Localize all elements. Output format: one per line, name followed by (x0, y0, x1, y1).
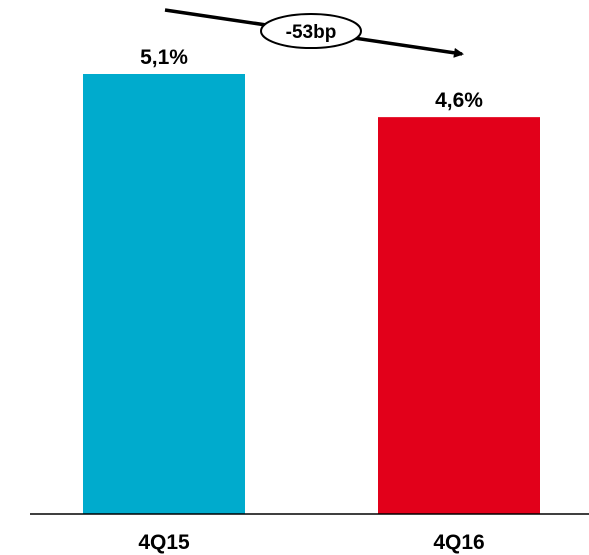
labels-group: 5,1% 4Q15 4,6% 4Q16 (138, 46, 484, 554)
bar-4q15 (83, 74, 245, 514)
bar-4q16 (378, 117, 540, 514)
value-label-4q16: 4,6% (435, 89, 483, 112)
change-label: -53bp (286, 22, 337, 43)
bars-group (83, 74, 540, 514)
value-label-4q15: 5,1% (140, 46, 188, 69)
change-annotation: -53bp (164, 8, 464, 58)
change-bubble (260, 13, 362, 49)
category-label-4q16: 4Q16 (433, 531, 484, 554)
category-label-4q15: 4Q15 (138, 531, 190, 554)
